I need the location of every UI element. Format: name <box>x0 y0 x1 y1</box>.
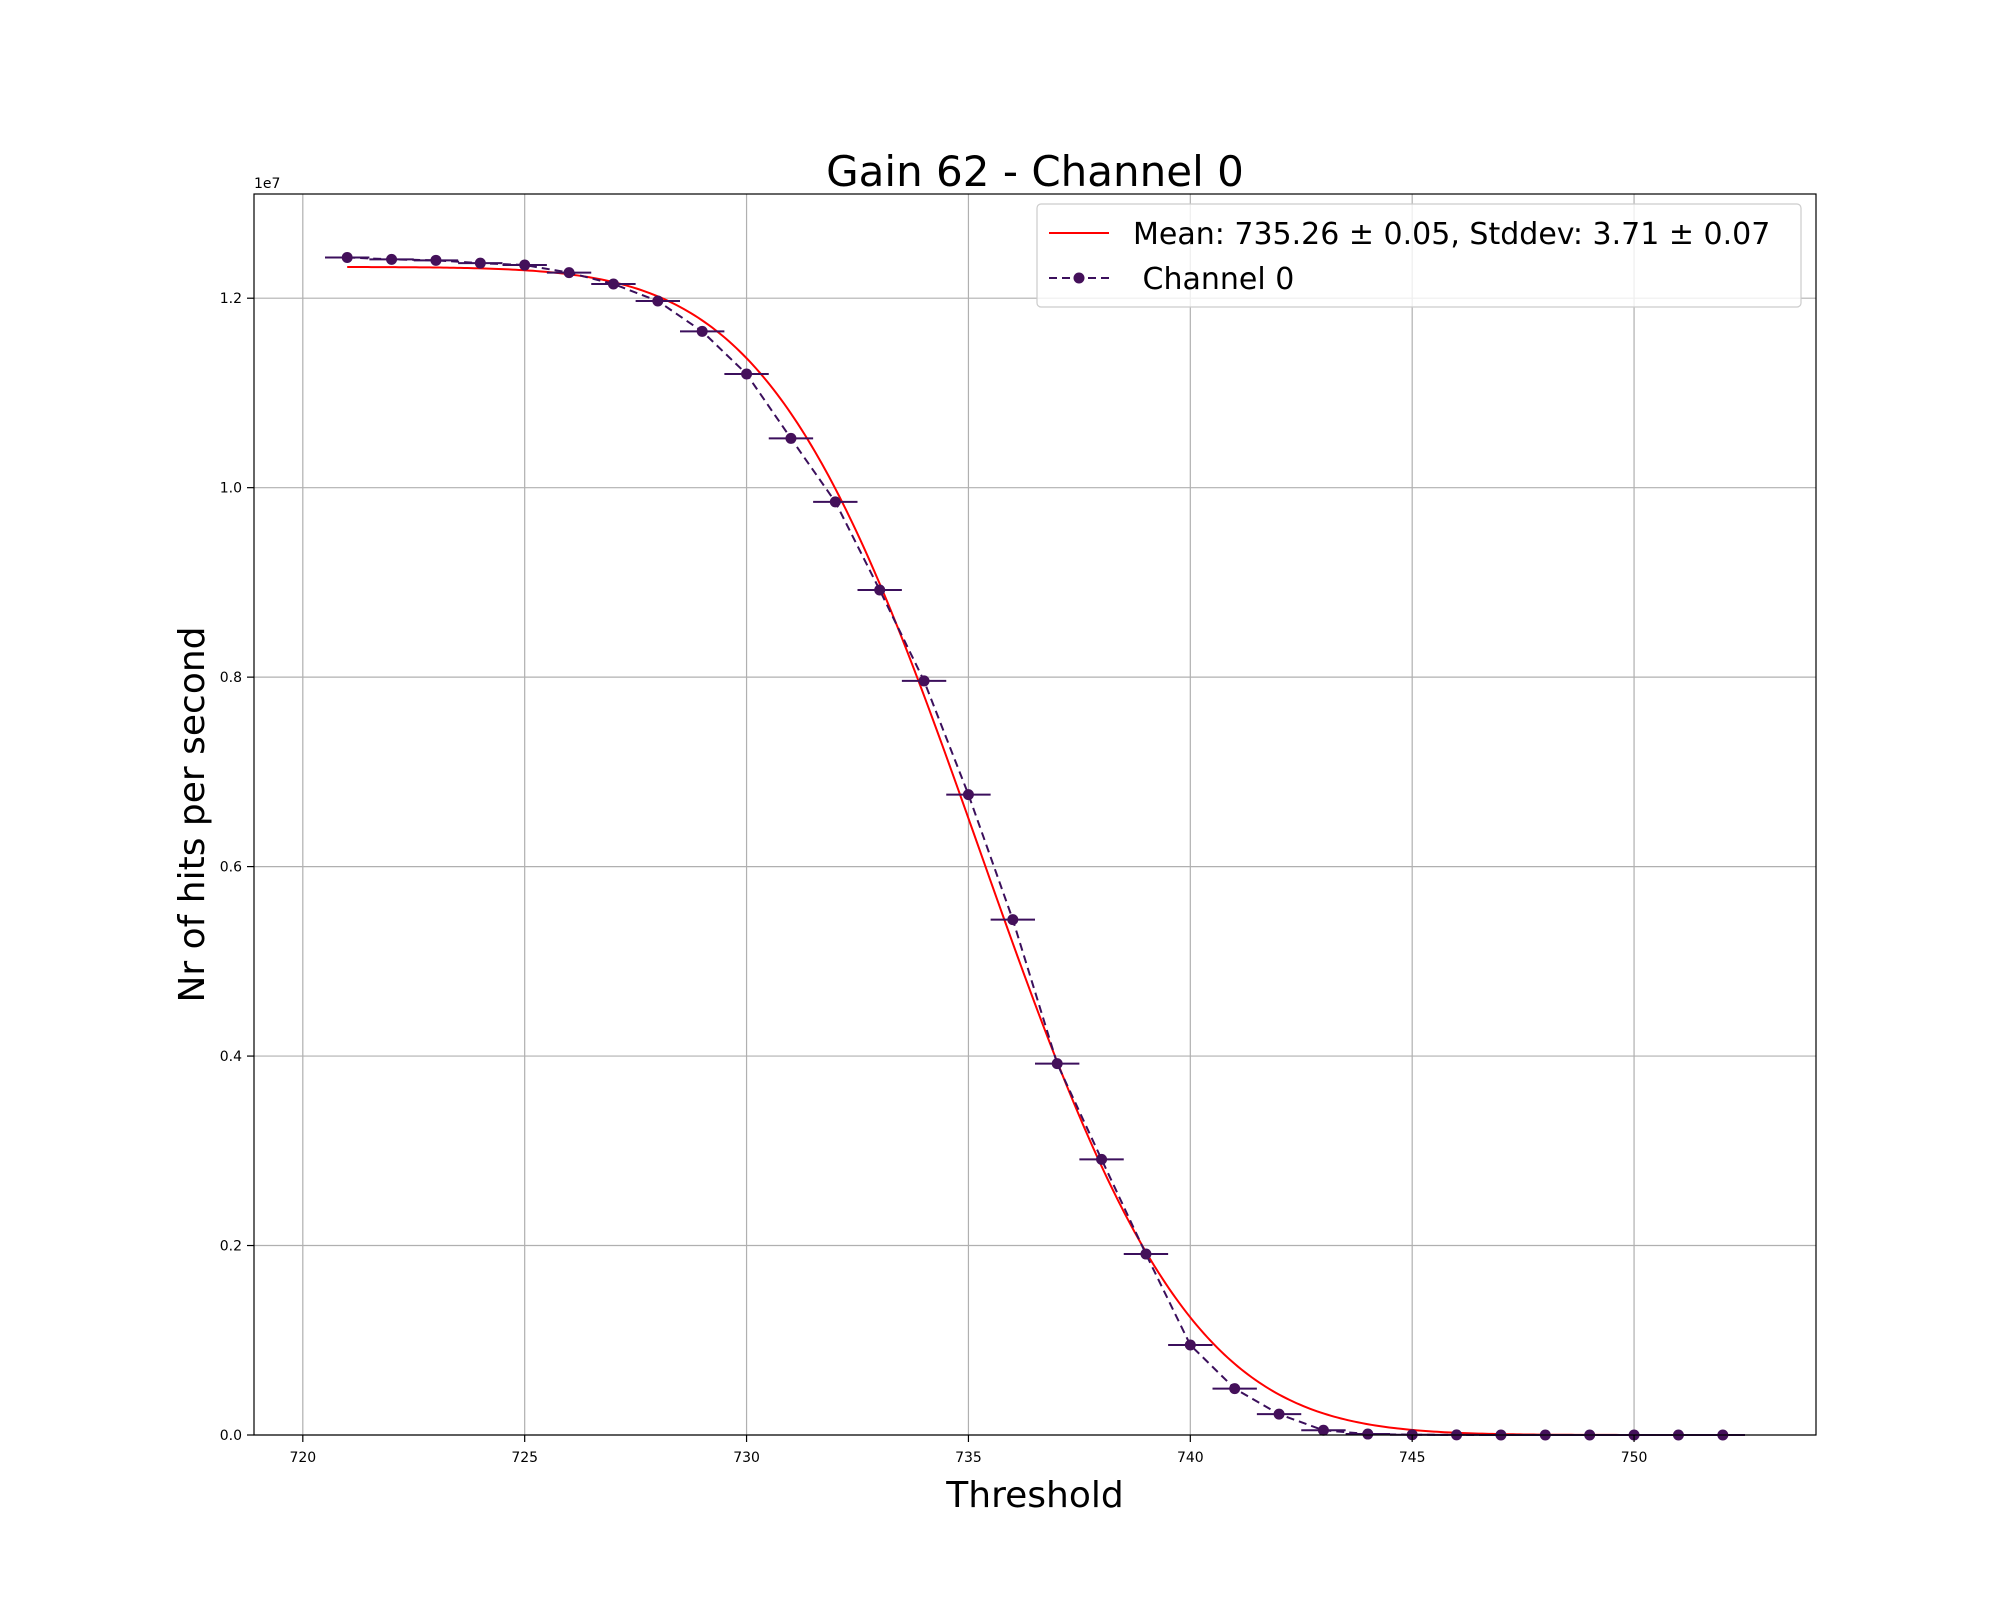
y-tick-label: 1.0 <box>220 481 242 497</box>
legend-data-marker <box>1073 272 1085 284</box>
y-tick-label: 0.6 <box>220 860 242 876</box>
legend-box <box>1036 203 1802 308</box>
legend-data-label: Channel 0 <box>1133 262 1294 297</box>
data-point <box>962 789 974 801</box>
data-point <box>1007 914 1019 926</box>
data-point <box>696 325 708 337</box>
data-point <box>1140 1248 1152 1260</box>
legend: Mean: 735.26 ± 0.05, Stddev: 3.71 ± 0.07… <box>1036 203 1802 308</box>
data-point <box>1317 1424 1329 1436</box>
data-point <box>652 295 664 307</box>
y-tick-label: 0.8 <box>220 670 242 686</box>
data-point <box>1229 1383 1241 1395</box>
data-point <box>563 267 575 279</box>
data-point <box>918 675 930 687</box>
x-tick-label: 735 <box>955 1450 982 1466</box>
x-tick-label: 730 <box>733 1450 760 1466</box>
fit-curve <box>347 266 1723 1436</box>
data-point <box>1273 1408 1285 1420</box>
data-point <box>1362 1428 1374 1440</box>
x-tick-label: 740 <box>1177 1450 1204 1466</box>
y-tick-label: 0.2 <box>220 1239 242 1255</box>
y-axis-label: Nr of hits per second <box>172 626 213 1002</box>
y-axis-offset-label: 1e7 <box>254 176 280 192</box>
axes-frame <box>253 193 1817 1436</box>
data-point <box>829 496 841 508</box>
data-point <box>1184 1339 1196 1351</box>
data-point <box>1051 1058 1063 1070</box>
data-point <box>785 432 797 444</box>
y-tick-label: 0.4 <box>220 1049 242 1065</box>
data-point <box>607 278 619 290</box>
x-tick-label: 720 <box>289 1450 316 1466</box>
data-point <box>341 251 353 263</box>
data-point <box>874 584 886 596</box>
x-tick-label: 745 <box>1399 1450 1426 1466</box>
data-point <box>741 368 753 380</box>
y-tick-label: 1.2 <box>220 291 242 307</box>
ticks: 720 725 730 735 740 745 750 0.0 0.2 0.4 0.6 0.8 1.0 1… <box>220 291 1648 1466</box>
x-tick-label: 725 <box>511 1450 538 1466</box>
data-point <box>1096 1153 1108 1165</box>
data-point <box>430 254 442 266</box>
chart-title: Gain 62 - Channel 0 <box>826 147 1244 196</box>
data-point <box>474 257 486 269</box>
y-tick-label: 0.0 <box>220 1428 242 1444</box>
data-point <box>519 259 531 271</box>
x-tick-label: 750 <box>1621 1450 1648 1466</box>
legend-fit-label: Mean: 735.26 ± 0.05, Stddev: 3.71 ± 0.07 <box>1133 217 1770 252</box>
data-point <box>386 253 398 265</box>
x-axis-label: Threshold <box>945 1475 1123 1516</box>
